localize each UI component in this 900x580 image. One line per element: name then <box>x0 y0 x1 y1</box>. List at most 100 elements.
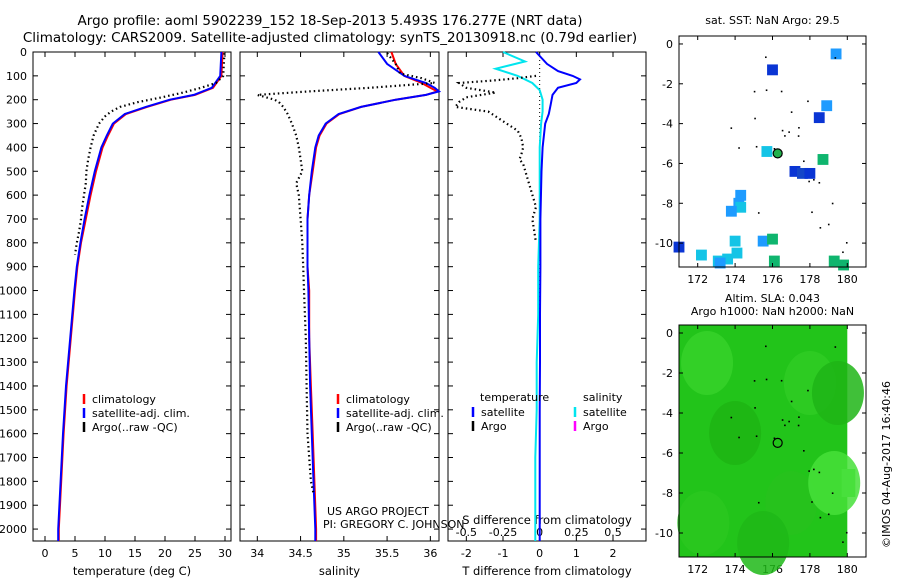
sst-cell <box>735 189 747 201</box>
map-frame <box>678 324 867 558</box>
x-tick-label: 2 <box>610 547 617 560</box>
island-dot <box>730 416 733 419</box>
y-tick-label: -6 <box>662 157 673 170</box>
island-dot <box>813 468 815 471</box>
y-tick-label: 1100 <box>0 308 27 321</box>
sla-anomaly-patch <box>709 401 762 465</box>
island-dot <box>807 389 809 392</box>
sst-cell <box>804 167 816 179</box>
island-dot <box>798 416 800 418</box>
x-tick-label: 180 <box>837 563 858 576</box>
legend-label: satellite-adj. clim. <box>346 407 444 420</box>
island-dot <box>730 127 733 129</box>
legend-label: climatology <box>92 393 156 406</box>
y-tick-label: 1000 <box>0 285 27 298</box>
y-tick-label: -4 <box>662 118 673 131</box>
y-tick-label: 200 <box>6 94 27 107</box>
island-dot <box>757 212 760 214</box>
sst-cell <box>789 165 801 177</box>
sst-cell <box>761 146 773 157</box>
island-dot <box>780 379 783 382</box>
island-dot <box>754 407 756 409</box>
island-dot <box>781 419 784 421</box>
imos-credit: ©IMOS 04-Aug-2017 16:40:46 <box>880 381 893 548</box>
island-dot <box>831 202 834 205</box>
figure-title-line2: Climatology: CARS2009. Satellite-adjuste… <box>22 30 638 46</box>
island-dot <box>755 145 758 148</box>
x-tick-label: 30 <box>218 547 232 560</box>
salinity-panel: 34 34.5 35 35.5 36 salinity climatologysatelli… <box>239 51 444 578</box>
figure-title-line1: Argo profile: aoml 5902239_152 18-Sep-20… <box>77 13 583 29</box>
island-dot <box>819 516 822 519</box>
island-dot <box>842 541 844 543</box>
sst-cell <box>731 247 743 259</box>
sst-cell <box>757 235 769 247</box>
y-tick-label: -6 <box>662 447 673 460</box>
sla-map-title-line1: Altim. SLA: 0.043 <box>725 292 820 305</box>
sst-cell <box>767 233 778 245</box>
sst-cell <box>838 259 849 271</box>
island-dot <box>765 378 768 381</box>
island-dot <box>807 100 809 103</box>
x-tick-label: 35 <box>337 547 351 560</box>
legend-label: Argo <box>481 420 507 433</box>
x-tick-label: 172 <box>687 273 708 286</box>
legend-label: satellite-adj. clim. <box>92 407 190 420</box>
x-tick-label: 172 <box>687 563 708 576</box>
x-tick-label: 25 <box>188 547 202 560</box>
island-dot <box>811 211 813 214</box>
sst-map-panel: sat. SST: NaN Argo: 29.5 172 174 176 178 180 0… <box>655 14 867 286</box>
x-tick-label: 0 <box>536 547 543 560</box>
island-dot <box>773 147 776 150</box>
y-tick-label: 0 <box>20 46 27 59</box>
sal-tick-label: -0.5 <box>456 526 477 539</box>
island-dot <box>755 435 758 438</box>
map-frame <box>678 35 867 268</box>
x-tick-label: -2 <box>461 547 472 560</box>
y-tick-label: 1500 <box>0 404 27 417</box>
island-dot <box>811 501 813 503</box>
sst-cell <box>813 112 825 124</box>
sst-cell <box>830 48 842 60</box>
y-tick-label: 100 <box>6 70 27 83</box>
temperature-satellite-line <box>535 51 582 541</box>
y-tick-label: 1200 <box>0 332 27 345</box>
island-dot <box>784 424 786 427</box>
sla-anomaly-patch <box>841 469 856 497</box>
x-tick-label: 1 <box>573 547 580 560</box>
y-tick-label: 1300 <box>0 356 27 369</box>
island-dot <box>834 57 837 59</box>
legend-label: satellite <box>583 406 627 419</box>
sal-tick-label: -0.25 <box>489 526 517 539</box>
x-axis-label: temperature (deg C) <box>73 564 191 578</box>
legend-label: Argo(..raw -QC) <box>346 421 432 434</box>
y-tick-label: 800 <box>6 237 27 250</box>
y-tick-label: 1700 <box>0 452 27 465</box>
y-tick-label: -8 <box>662 487 673 500</box>
x-tick-label: 34 <box>250 547 264 560</box>
island-dot <box>808 180 810 183</box>
sst-cell <box>821 100 833 112</box>
sst-cell <box>696 249 707 261</box>
island-dot <box>765 345 767 348</box>
island-dot <box>788 420 790 423</box>
sst-cell <box>722 253 734 265</box>
island-dot <box>765 56 767 59</box>
island-dot <box>738 147 740 149</box>
pi-label: PI: GREGORY C. JOHNSON <box>323 518 464 531</box>
y-tick-label: -10 <box>655 527 673 540</box>
y-tick-label: 1800 <box>0 475 27 488</box>
island-dot <box>831 492 834 495</box>
island-dot <box>790 400 793 403</box>
project-label: US ARGO PROJECT <box>327 505 429 518</box>
sla-anomaly-patch <box>681 331 734 395</box>
sla-anomaly-patch <box>811 361 864 425</box>
plot-frame <box>239 51 440 542</box>
island-dot <box>781 129 784 132</box>
y-tick-label: -4 <box>662 407 673 420</box>
island-dot <box>780 90 783 93</box>
sla-map-title-line2: Argo h1000: NaN h2000: NaN <box>691 305 854 318</box>
island-dot <box>803 449 805 452</box>
y-tick-label: 500 <box>6 165 27 178</box>
